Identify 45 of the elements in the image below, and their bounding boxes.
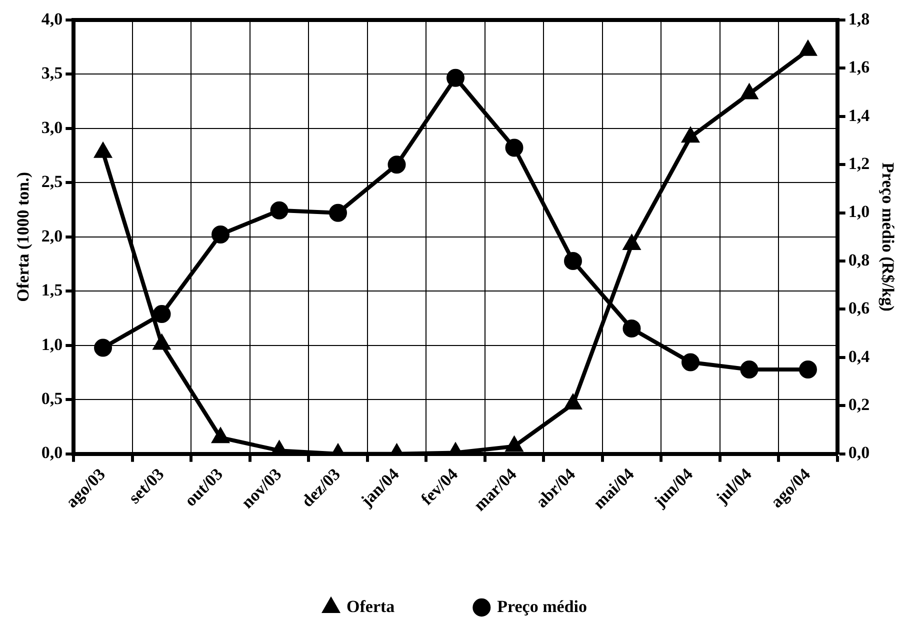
point <box>94 338 112 357</box>
y-tick-label: 1,0 <box>41 334 63 354</box>
point <box>505 138 524 157</box>
point <box>152 305 171 324</box>
point <box>800 41 816 56</box>
y2-tick-label: 1,8 <box>848 9 870 28</box>
y2-tick-label: 0,2 <box>848 395 870 414</box>
y2-tick-label: 0,0 <box>848 443 870 462</box>
y-tick-label: 0,5 <box>41 389 63 408</box>
point <box>740 360 758 378</box>
point <box>154 335 170 350</box>
point <box>329 204 348 222</box>
y2-axis-title: Preço médio (R$/kg) <box>878 162 898 312</box>
y-tick-label: 1,5 <box>41 280 63 300</box>
y-tick-label: 3,0 <box>41 118 63 137</box>
point <box>741 84 758 100</box>
point <box>388 156 406 174</box>
y2-tick-label: 0,8 <box>848 250 870 270</box>
point <box>446 68 464 87</box>
point <box>212 226 230 244</box>
point <box>564 252 582 270</box>
point <box>564 394 582 410</box>
legend-label: Oferta <box>346 596 396 616</box>
point <box>270 201 288 220</box>
y2-tick-label: 1,0 <box>848 202 870 222</box>
y2-tick-label: 1,4 <box>848 106 870 125</box>
y2-tick-label: 0,6 <box>848 298 870 318</box>
point <box>682 128 699 143</box>
point <box>212 428 229 444</box>
y-axis-title: Oferta (1000 ton.) <box>14 172 33 302</box>
y-tick-label: 2,0 <box>41 226 63 246</box>
point <box>681 353 700 372</box>
point <box>94 143 112 158</box>
y-tick-label: 3,5 <box>41 64 63 83</box>
point <box>624 236 640 250</box>
y-tick-label: 2,5 <box>41 172 63 192</box>
y2-tick-label: 1,6 <box>848 58 870 77</box>
point <box>622 320 641 338</box>
legend-label: Preço médio <box>497 596 588 616</box>
y-tick-label: 4,0 <box>41 9 63 28</box>
y-tick-label: 0,0 <box>41 443 63 462</box>
y2-tick-label: 0,4 <box>848 346 870 366</box>
y2-tick-label: 1,2 <box>848 154 870 174</box>
point <box>506 437 522 452</box>
point <box>798 360 817 378</box>
